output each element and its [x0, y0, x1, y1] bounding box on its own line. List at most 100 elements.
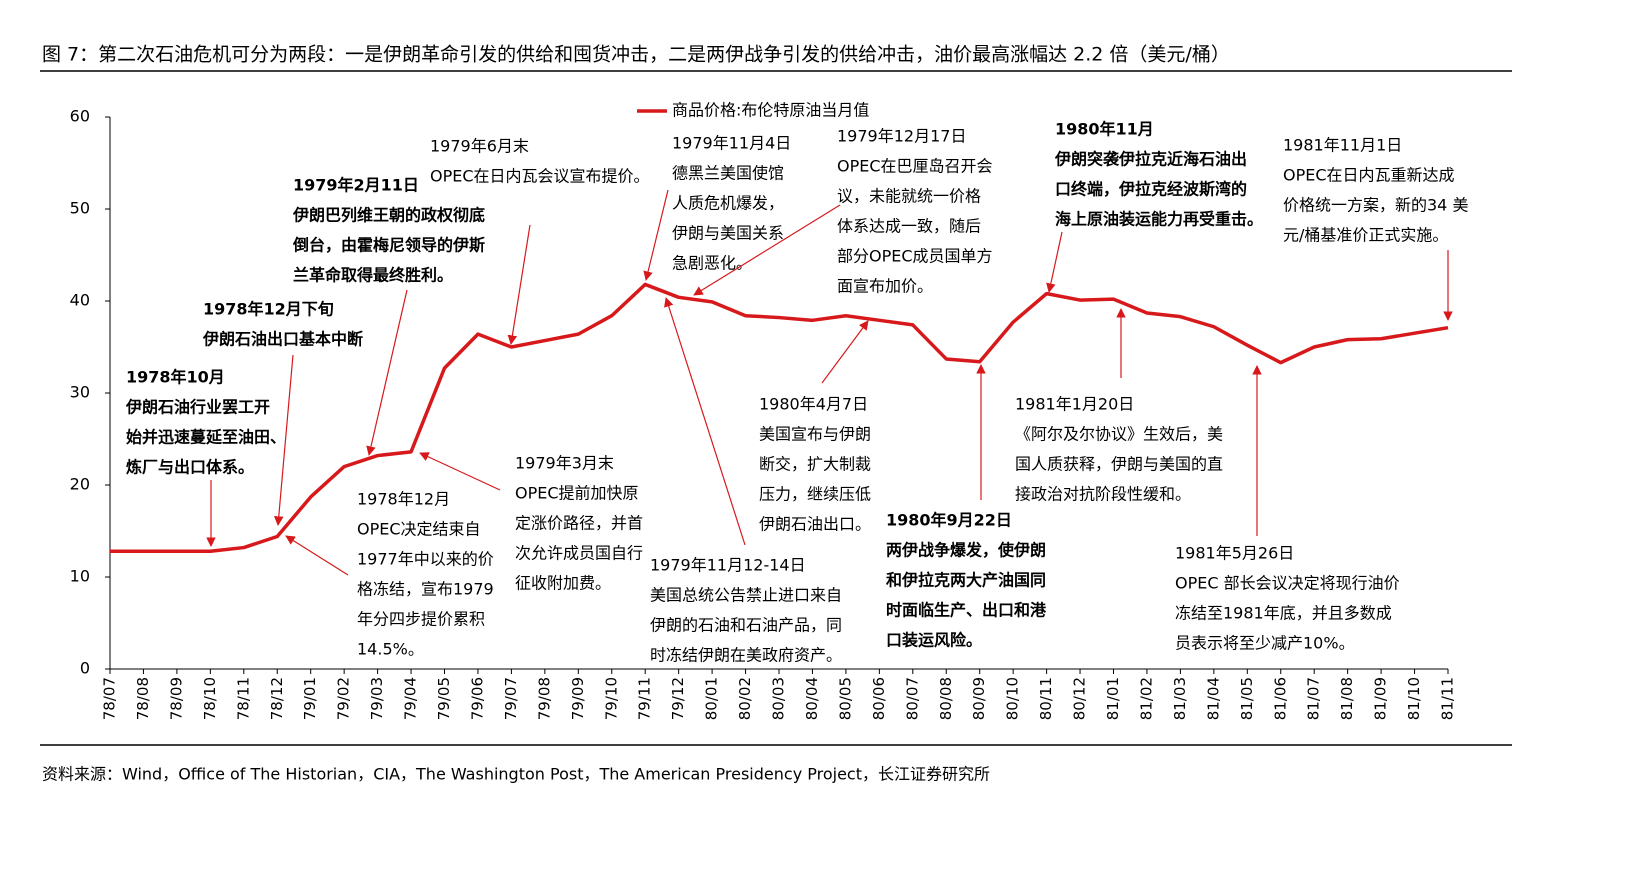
annotation-text: 伊朗突袭伊拉克近海石油出 — [1054, 150, 1247, 169]
annotation-text: 和伊拉克两大产油国同 — [886, 571, 1046, 590]
annotation-text: 压力，继续压低 — [759, 485, 871, 504]
annotation-text: OPEC在日内瓦会议宣布提价。 — [430, 167, 650, 186]
annotation-text: 1980年4月7日 — [759, 395, 868, 414]
annotation-text: 1981年11月1日 — [1283, 136, 1402, 155]
annotation-text: 1978年12月下旬 — [203, 300, 334, 319]
x-tick-label: 80/05 — [836, 677, 854, 720]
x-tick-label: 81/09 — [1372, 677, 1390, 720]
annotation-text: 伊朗石油出口。 — [759, 515, 871, 534]
x-tick-label: 78/11 — [234, 677, 252, 720]
annotation-text: OPEC 部长会议决定将现行油价 — [1175, 574, 1400, 593]
annotation-arrow — [1046, 231, 1063, 293]
annotation-text: 冻结至1981年底，并且多数成 — [1175, 604, 1392, 623]
x-tick-label: 81/05 — [1238, 677, 1256, 720]
annotation-text: 口装运风险。 — [886, 631, 982, 650]
annotation-arrow — [664, 297, 746, 546]
annotation-text: 1979年6月末 — [430, 137, 529, 156]
annotation-text: 1979年3月末 — [515, 454, 614, 473]
annotation-text: 口终端，伊拉克经波斯湾的 — [1055, 180, 1247, 199]
x-tick-label: 81/08 — [1338, 677, 1356, 720]
annotation-text: 伊朗与美国关系 — [672, 224, 784, 243]
annotation-arrow — [366, 289, 408, 456]
source: 资料来源：Wind，Office of The Historian，CIA，Th… — [42, 765, 990, 784]
x-tick-label: 78/10 — [201, 677, 219, 720]
x-tick-label: 81/04 — [1204, 677, 1222, 720]
annotation-text: OPEC在日内瓦重新达成 — [1283, 166, 1455, 185]
x-tick-label: 81/10 — [1405, 677, 1423, 720]
annotation-text: 1981年1月20日 — [1015, 395, 1134, 414]
x-tick-label: 79/06 — [468, 677, 486, 720]
annotation-text: 格冻结，宣布1979 — [357, 580, 494, 599]
annotation-text: 体系达成一致，随后 — [837, 217, 981, 236]
annotation-arrow — [419, 452, 501, 491]
x-tick-label: 78/08 — [134, 677, 152, 720]
annotation-text: 时面临生产、出口和港 — [886, 601, 1047, 620]
annotation-text: 急剧恶化。 — [672, 254, 752, 273]
x-tick-label: 79/09 — [569, 677, 587, 720]
x-tick-label: 80/07 — [903, 677, 921, 720]
annotation-text: 美国宣布与伊朗 — [759, 425, 871, 444]
annotation-text: 1980年9月22日 — [886, 511, 1012, 530]
y-tick-label: 30 — [70, 383, 90, 402]
annotation-text: 年分四步提价累积 — [357, 610, 485, 629]
x-tick-label: 80/03 — [770, 677, 788, 720]
x-tick-label: 80/01 — [703, 677, 721, 720]
annotation-text: 1979年11月4日 — [672, 134, 791, 153]
x-tick-label: 79/08 — [535, 677, 553, 720]
y-tick-label: 10 — [70, 567, 90, 586]
annotation-text: 元/桶基准价正式实施。 — [1283, 226, 1448, 245]
annotation-text: OPEC提前加快原 — [515, 484, 639, 503]
annotation-text: 两伊战争爆发，使伊朗 — [886, 541, 1046, 560]
y-tick-label: 50 — [70, 199, 90, 218]
annotation-text: 员表示将至少减产10%。 — [1175, 634, 1355, 653]
x-tick-label: 79/01 — [301, 677, 319, 720]
x-tick-label: 79/07 — [502, 677, 520, 720]
annotation-text: 人质危机爆发， — [672, 194, 784, 213]
x-tick-label: 79/05 — [435, 677, 453, 720]
x-tick-label: 81/01 — [1104, 677, 1122, 720]
x-tick-label: 79/04 — [402, 677, 420, 720]
y-tick-label: 60 — [70, 107, 90, 126]
annotation-text: 国人质获释，伊朗与美国的直 — [1015, 455, 1223, 474]
x-tick-label: 80/11 — [1037, 677, 1055, 720]
annotation-text: 部分OPEC成员国单方 — [837, 247, 993, 266]
annotation-arrow — [273, 354, 294, 526]
x-tick-label: 80/08 — [937, 677, 955, 720]
annotation-arrow — [643, 189, 669, 281]
annotation-text: OPEC在巴厘岛召开会 — [837, 157, 993, 176]
x-tick-label: 78/07 — [101, 677, 119, 720]
annotation-text: 1980年11月 — [1055, 120, 1154, 139]
x-tick-label: 80/10 — [1004, 677, 1022, 720]
annotation-text: 1977年中以来的价 — [357, 550, 494, 569]
x-tick-label: 81/06 — [1271, 677, 1289, 720]
y-tick-label: 20 — [70, 475, 90, 494]
x-tick-label: 81/02 — [1137, 677, 1155, 720]
series-line — [110, 282, 1449, 553]
annotation-text: 兰革命取得最终胜利。 — [293, 266, 453, 285]
annotation-arrow — [821, 320, 869, 384]
x-tick-label: 81/07 — [1305, 677, 1323, 720]
annotation-text: 德黑兰美国使馆 — [672, 164, 784, 183]
annotation-arrow — [285, 535, 349, 576]
annotation-text: 1979年12月17日 — [837, 127, 966, 146]
x-tick-label: 80/02 — [736, 677, 754, 720]
y-tick-label: 0 — [80, 659, 90, 678]
annotation-text: 伊朗巴列维王朝的政权彻底 — [292, 206, 485, 225]
annotation-text: 1978年12月 — [357, 490, 450, 509]
legend-label: 商品价格:布伦特原油当月值 — [672, 101, 869, 120]
x-tick-label: 80/12 — [1071, 677, 1089, 720]
x-tick-label: 81/03 — [1171, 677, 1189, 720]
annotation-text: 伊朗石油行业罢工开 — [125, 398, 270, 417]
x-tick-label: 79/12 — [669, 677, 687, 720]
annotation-arrow — [507, 224, 531, 345]
annotation-text: 价格统一方案，新的34 美 — [1283, 196, 1468, 215]
x-tick-label: 79/11 — [636, 677, 654, 720]
annotation-text: 美国总统公告禁止进口来自 — [650, 586, 842, 605]
chart-title: 图 7：第二次石油危机可分为两段：一是伊朗革命引发的供给和囤货冲击，二是两伊战争… — [42, 44, 1230, 66]
annotation-text: 接政治对抗阶段性缓和。 — [1015, 485, 1191, 504]
x-tick-label: 79/02 — [335, 677, 353, 720]
annotation-text: 海上原油装运能力再受重击。 — [1055, 210, 1263, 229]
annotation-text: 伊朗石油出口基本中断 — [202, 330, 363, 349]
